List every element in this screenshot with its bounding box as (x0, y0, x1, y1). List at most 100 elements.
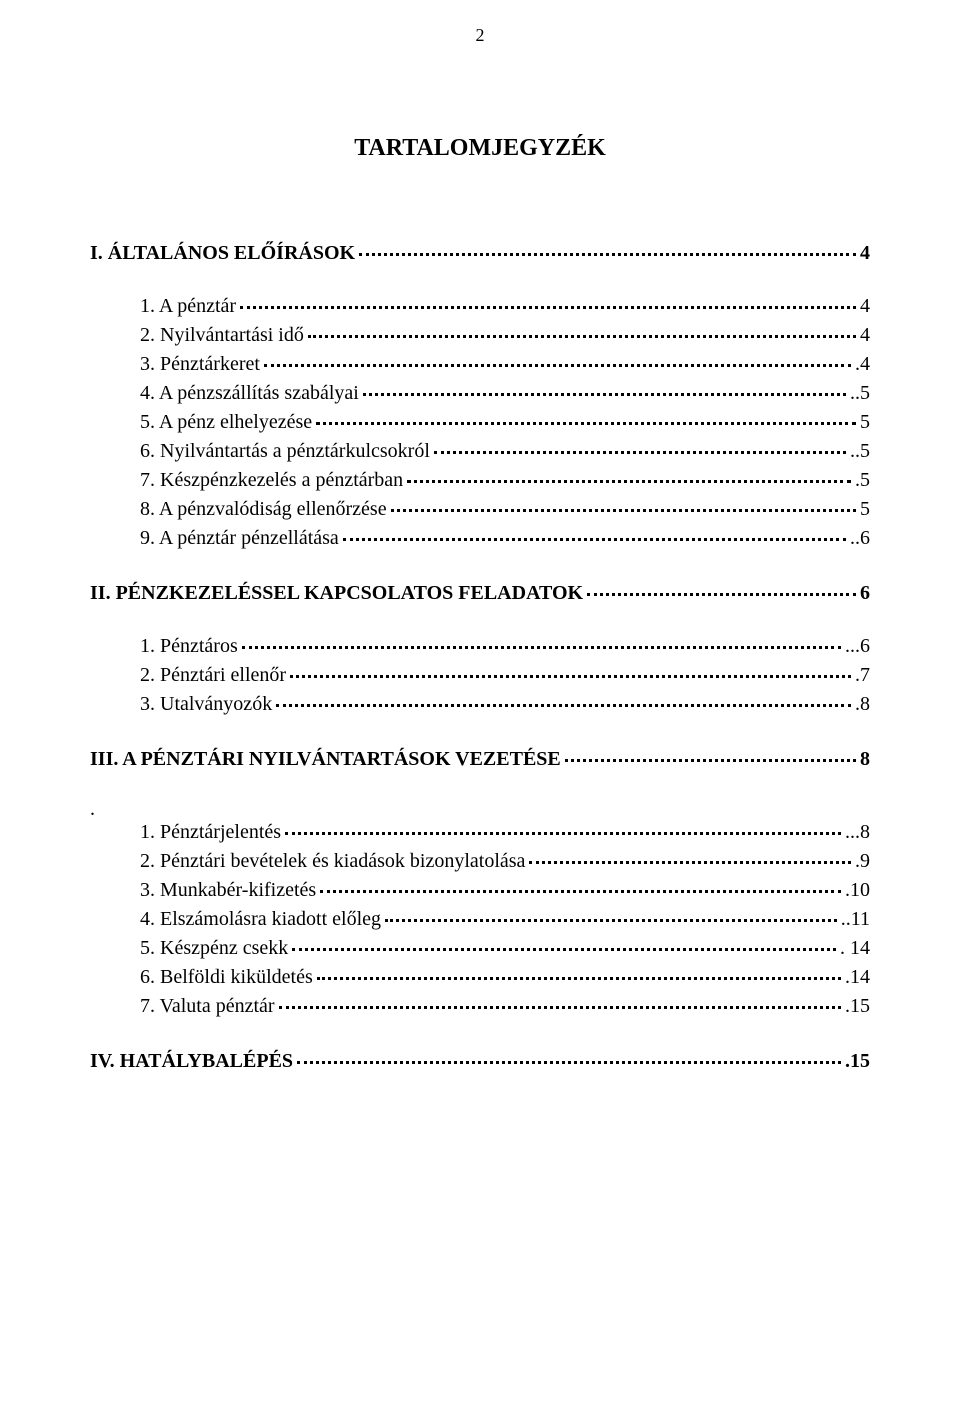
toc-item-page: ..11 (841, 908, 870, 931)
toc-section-row: III. A PÉNZTÁRI NYILVÁNTARTÁSOK VEZETÉSE… (90, 748, 870, 771)
toc-section-label: III. A PÉNZTÁRI NYILVÁNTARTÁSOK VEZETÉSE (90, 748, 561, 771)
toc-item-page: ...6 (845, 635, 870, 658)
toc-leader-dots (264, 364, 851, 367)
toc-item-label: 2. Pénztári ellenőr (140, 664, 286, 687)
toc-leader-dots (240, 306, 856, 309)
toc-leader-dots (297, 1061, 841, 1064)
toc-leader-dots (242, 646, 841, 649)
toc-section-label: II. PÉNZKEZELÉSSEL KAPCSOLATOS FELADATOK (90, 582, 583, 605)
toc-item-row: 1. Pénztáros ...6 (140, 635, 870, 658)
toc-section-page: 4 (860, 242, 870, 265)
toc-items-block: 1. A pénztár 4 2. Nyilvántartási idő 4 3. Pé… (90, 295, 870, 550)
toc-leader-dots (587, 593, 856, 596)
toc-item-row: 5. A pénz elhelyezése 5 (140, 411, 870, 434)
toc-item-page: 5 (860, 498, 870, 521)
toc-leader-dots (565, 759, 856, 762)
toc-item-page: .7 (855, 664, 870, 687)
toc-item-page: ..5 (850, 440, 870, 463)
toc-title: TARTALOMJEGYZÉK (90, 135, 870, 162)
toc-item-label: 6. Nyilvántartás a pénztárkulcsokról (140, 440, 430, 463)
toc-section-label: I. ÁLTALÁNOS ELŐÍRÁSOK (90, 242, 355, 265)
toc-section-row: II. PÉNZKEZELÉSSEL KAPCSOLATOS FELADATOK… (90, 582, 870, 605)
toc-item-row: 2. Pénztári bevételek és kiadások bizony… (140, 850, 870, 873)
toc-leader-dots (385, 919, 837, 922)
toc-section-page: .15 (845, 1050, 870, 1073)
toc-item-page: 4 (860, 295, 870, 318)
toc-items-block: 1. Pénztáros ...6 2. Pénztári ellenőr .7 3. … (90, 635, 870, 716)
toc-item-page: 4 (860, 324, 870, 347)
toc-item-page: . 14 (840, 937, 870, 960)
toc-item-label: 2. Pénztári bevételek és kiadások bizony… (140, 850, 525, 873)
toc-item-label: 1. A pénztár (140, 295, 236, 318)
toc-item-row: 8. A pénzvalódiság ellenőrzése 5 (140, 498, 870, 521)
toc-item-row: 2. Nyilvántartási idő 4 (140, 324, 870, 347)
toc-item-page: .10 (845, 879, 870, 902)
toc-item-label: 3. Pénztárkeret (140, 353, 260, 376)
toc-items-block: 1. Pénztárjelentés ...8 2. Pénztári bevéte… (90, 821, 870, 1018)
toc-leader-dots (276, 704, 851, 707)
toc-leader-dots (363, 393, 846, 396)
toc-item-row: 4. Elszámolásra kiadott előleg ..11 (140, 908, 870, 931)
toc-leader-dots (279, 1006, 841, 1009)
stray-dot: . (90, 799, 870, 819)
toc-item-label: 3. Munkabér-kifizetés (140, 879, 316, 902)
toc-section-row: I. ÁLTALÁNOS ELŐÍRÁSOK 4 (90, 242, 870, 265)
toc-leader-dots (529, 861, 851, 864)
toc-leader-dots (343, 538, 846, 541)
toc-section-page: 6 (860, 582, 870, 605)
toc-leader-dots (290, 675, 851, 678)
toc-item-label: 5. A pénz elhelyezése (140, 411, 312, 434)
toc-item-label: 2. Nyilvántartási idő (140, 324, 304, 347)
toc-section-page: 8 (860, 748, 870, 771)
toc-item-page: 5 (860, 411, 870, 434)
toc-item-row: 3. Munkabér-kifizetés .10 (140, 879, 870, 902)
toc-item-page: ...8 (845, 821, 870, 844)
toc-item-label: 4. A pénzszállítás szabályai (140, 382, 359, 405)
toc-section-label: IV. HATÁLYBALÉPÉS (90, 1050, 293, 1073)
document-page: 2 TARTALOMJEGYZÉK I. ÁLTALÁNOS ELŐÍRÁSOK… (0, 0, 960, 1405)
toc-item-page: .14 (845, 966, 870, 989)
toc-item-label: 1. Pénztárjelentés (140, 821, 281, 844)
toc-item-page: ..6 (850, 527, 870, 550)
toc-leader-dots (320, 890, 841, 893)
toc-item-page: .4 (855, 353, 870, 376)
toc-item-label: 9. A pénztár pénzellátása (140, 527, 339, 550)
toc-item-page: .5 (855, 469, 870, 492)
toc-item-row: 1. A pénztár 4 (140, 295, 870, 318)
toc-item-label: 3. Utalványozók (140, 693, 272, 716)
toc-item-row: 4. A pénzszállítás szabályai ..5 (140, 382, 870, 405)
toc-item-label: 6. Belföldi kiküldetés (140, 966, 313, 989)
toc-item-page: ..5 (850, 382, 870, 405)
toc-item-label: 4. Elszámolásra kiadott előleg (140, 908, 381, 931)
toc-leader-dots (316, 422, 856, 425)
toc-item-row: 5. Készpénz csekk . 14 (140, 937, 870, 960)
toc-item-row: 7. Készpénzkezelés a pénztárban .5 (140, 469, 870, 492)
toc-leader-dots (292, 948, 836, 951)
toc-item-label: 1. Pénztáros (140, 635, 238, 658)
toc-leader-dots (359, 253, 856, 256)
toc-body: I. ÁLTALÁNOS ELŐÍRÁSOK41. A pénztár42. N… (90, 242, 870, 1073)
toc-leader-dots (285, 832, 841, 835)
toc-item-row: 6. Nyilvántartás a pénztárkulcsokról ..5 (140, 440, 870, 463)
page-number: 2 (476, 25, 485, 46)
toc-item-row: 7. Valuta pénztár .15 (140, 995, 870, 1018)
toc-item-row: 9. A pénztár pénzellátása ..6 (140, 527, 870, 550)
toc-item-page: .15 (845, 995, 870, 1018)
toc-item-label: 8. A pénzvalódiság ellenőrzése (140, 498, 387, 521)
toc-item-label: 5. Készpénz csekk (140, 937, 288, 960)
toc-item-row: 2. Pénztári ellenőr .7 (140, 664, 870, 687)
toc-item-row: 1. Pénztárjelentés ...8 (140, 821, 870, 844)
toc-section-row: IV. HATÁLYBALÉPÉS .15 (90, 1050, 870, 1073)
toc-item-label: 7. Valuta pénztár (140, 995, 275, 1018)
toc-item-page: .9 (855, 850, 870, 873)
toc-item-label: 7. Készpénzkezelés a pénztárban (140, 469, 403, 492)
toc-leader-dots (317, 977, 841, 980)
toc-leader-dots (407, 480, 851, 483)
toc-leader-dots (434, 451, 846, 454)
toc-item-row: 3. Utalványozók .8 (140, 693, 870, 716)
toc-item-row: 6. Belföldi kiküldetés .14 (140, 966, 870, 989)
toc-item-page: .8 (855, 693, 870, 716)
toc-leader-dots (391, 509, 856, 512)
toc-leader-dots (308, 335, 856, 338)
toc-item-row: 3. Pénztárkeret .4 (140, 353, 870, 376)
